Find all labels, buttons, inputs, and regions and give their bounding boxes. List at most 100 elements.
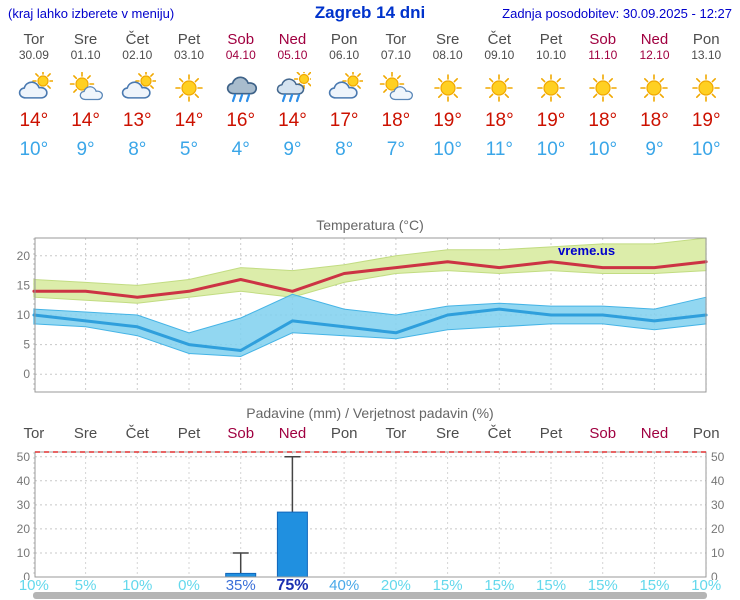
day-column[interactable]: Čet 02.10 13° 8° bbox=[111, 32, 163, 160]
max-temperature: 16° bbox=[226, 110, 256, 131]
precip-probability: 15% bbox=[587, 577, 618, 594]
sun-cloud-icon bbox=[370, 71, 422, 106]
day-name: Ned bbox=[640, 31, 669, 48]
precip-bar bbox=[276, 511, 308, 578]
page-title: Zagreb 14 dni bbox=[314, 3, 426, 22]
day-column[interactable]: Tor 30.09 14° 10° bbox=[8, 32, 60, 160]
precip-probability: 35% bbox=[225, 577, 256, 594]
day-label: Ned bbox=[640, 425, 669, 442]
day-date: 12.10 bbox=[639, 48, 670, 62]
precip-probability: 15% bbox=[432, 577, 463, 594]
precip-y-axis-label: 20 bbox=[17, 522, 31, 536]
min-temperature: 4° bbox=[231, 139, 250, 160]
min-temperature: 5° bbox=[179, 139, 199, 160]
sun-icon bbox=[577, 72, 629, 106]
day-label: Sre bbox=[73, 425, 98, 442]
precip-probability: 10% bbox=[691, 577, 722, 594]
day-name: Tor bbox=[385, 31, 407, 48]
max-temp-line bbox=[32, 260, 708, 299]
cloud-sun-icon bbox=[8, 70, 60, 106]
watermark-link[interactable]: vreme.us bbox=[558, 243, 615, 258]
horizontal-scrollbar[interactable] bbox=[33, 592, 707, 599]
day-name: Tor bbox=[23, 31, 45, 48]
day-label: Tor bbox=[23, 425, 45, 442]
max-temperature: 14° bbox=[71, 110, 100, 131]
day-column[interactable]: Sob 11.10 18° 10° bbox=[577, 32, 629, 160]
day-column[interactable]: Sre 08.10 19° 10° bbox=[422, 32, 474, 160]
day-name: Čet bbox=[125, 31, 149, 48]
day-name: Pon bbox=[692, 31, 720, 48]
precip-day-labels: Tor Sre Čet Pet Sob Ned Pon Tor Sre Čet Pet Sob Ned P… bbox=[8, 425, 732, 442]
day-name: Sob bbox=[589, 31, 617, 48]
precip-y-axis-label: 40 bbox=[711, 474, 725, 488]
precip-y-axis-label: 30 bbox=[17, 498, 31, 512]
sun-cloud-icon bbox=[60, 71, 112, 106]
min-temperature: 9° bbox=[76, 139, 95, 160]
precip-probability: 10% bbox=[18, 577, 49, 594]
day-column[interactable]: Pet 03.10 14° 5° bbox=[163, 32, 215, 160]
day-date: 04.10 bbox=[225, 48, 256, 62]
day-column[interactable]: Tor 07.10 18° 7° bbox=[370, 32, 422, 160]
precip-probability: 20% bbox=[380, 577, 411, 594]
min-temperature: 10° bbox=[588, 139, 618, 160]
rain-icon bbox=[215, 72, 267, 106]
precip-probability-row: 10% 5% 10% 0% 35% 75% 40% 20% 15% 15% 15% 15% 15% 10% bbox=[8, 577, 732, 595]
day-column[interactable]: Sre 01.10 14° 9° bbox=[60, 32, 112, 160]
precip-y-axis-label: 10 bbox=[17, 546, 31, 560]
last-updated: Zadnja posodobitev: 30.09.2025 - 12:27 bbox=[502, 6, 732, 21]
day-column[interactable]: Pon 13.10 19° 10° bbox=[680, 32, 732, 160]
day-label: Čet bbox=[125, 425, 149, 442]
min-temperature: 11° bbox=[485, 139, 513, 160]
day-label: Čet bbox=[487, 425, 511, 442]
day-column[interactable]: Sob 04.10 16° 4° bbox=[215, 32, 267, 160]
precipitation-chart: 0 0 10 10 20 20 30 30 40 40 50 50 bbox=[17, 450, 725, 580]
day-date: 03.10 bbox=[174, 48, 205, 62]
precip-y-axis-label: 10 bbox=[711, 546, 725, 560]
day-label: Pet bbox=[177, 425, 201, 442]
day-column[interactable]: Pet 10.10 19° 10° bbox=[525, 32, 577, 160]
day-name: Sre bbox=[73, 31, 98, 48]
day-name: Pet bbox=[539, 31, 563, 48]
day-label: Tor bbox=[385, 425, 407, 442]
day-column[interactable]: Čet 09.10 18° 11° bbox=[473, 32, 525, 160]
day-name: Pet bbox=[177, 31, 201, 48]
day-column[interactable]: Pon 06.10 17° 8° bbox=[318, 32, 370, 160]
max-temperature: 13° bbox=[122, 110, 152, 131]
min-temperature: 10° bbox=[691, 139, 721, 160]
max-temperature: 17° bbox=[329, 110, 359, 131]
day-date: 09.10 bbox=[484, 48, 515, 62]
precip-y-axis-label: 40 bbox=[17, 474, 31, 488]
temp-chart-title: Temperatura (°C) bbox=[316, 217, 424, 233]
menu-hint: (kraj lahko izberete v meniju) bbox=[8, 6, 175, 21]
rain-sun-icon bbox=[267, 68, 319, 106]
day-date: 01.10 bbox=[70, 48, 101, 62]
precip-y-axis-label: 50 bbox=[17, 450, 31, 464]
sun-icon bbox=[629, 72, 681, 106]
precip-y-axis-label: 50 bbox=[711, 450, 725, 464]
temperature-chart: 0 5 10 15 20 vreme.us bbox=[17, 237, 708, 393]
precip-probability: 15% bbox=[536, 577, 567, 594]
day-label: Ned bbox=[278, 425, 307, 442]
day-date: 02.10 bbox=[122, 48, 153, 62]
plot-border bbox=[34, 451, 707, 578]
temp-y-axis-label: 0 bbox=[23, 367, 30, 381]
min-temperature: 7° bbox=[386, 139, 405, 160]
max-temperature: 18° bbox=[640, 110, 669, 131]
sun-icon bbox=[525, 72, 577, 106]
max-temperature: 18° bbox=[381, 110, 411, 131]
min-temperature: 8° bbox=[335, 139, 354, 160]
day-column[interactable]: Ned 12.10 18° 9° bbox=[629, 32, 681, 160]
min-temperature: 10° bbox=[19, 139, 49, 160]
max-temperature: 18° bbox=[588, 110, 618, 131]
day-date: 06.10 bbox=[329, 48, 360, 62]
precip-y-axis-label: 20 bbox=[711, 522, 725, 536]
forecast-strip: Tor 30.09 14° 10° Sre 01.10 14° 9° Čet 02.10 13° 8°… bbox=[8, 32, 732, 160]
day-name: Pon bbox=[330, 31, 358, 48]
temp-y-axis-label: 10 bbox=[17, 308, 31, 322]
day-label: Pet bbox=[539, 425, 563, 442]
day-name: Čet bbox=[487, 31, 511, 48]
max-temperature: 19° bbox=[433, 110, 462, 131]
day-column[interactable]: Ned 05.10 14° 9° bbox=[267, 32, 319, 160]
day-label: Sob bbox=[227, 425, 255, 442]
